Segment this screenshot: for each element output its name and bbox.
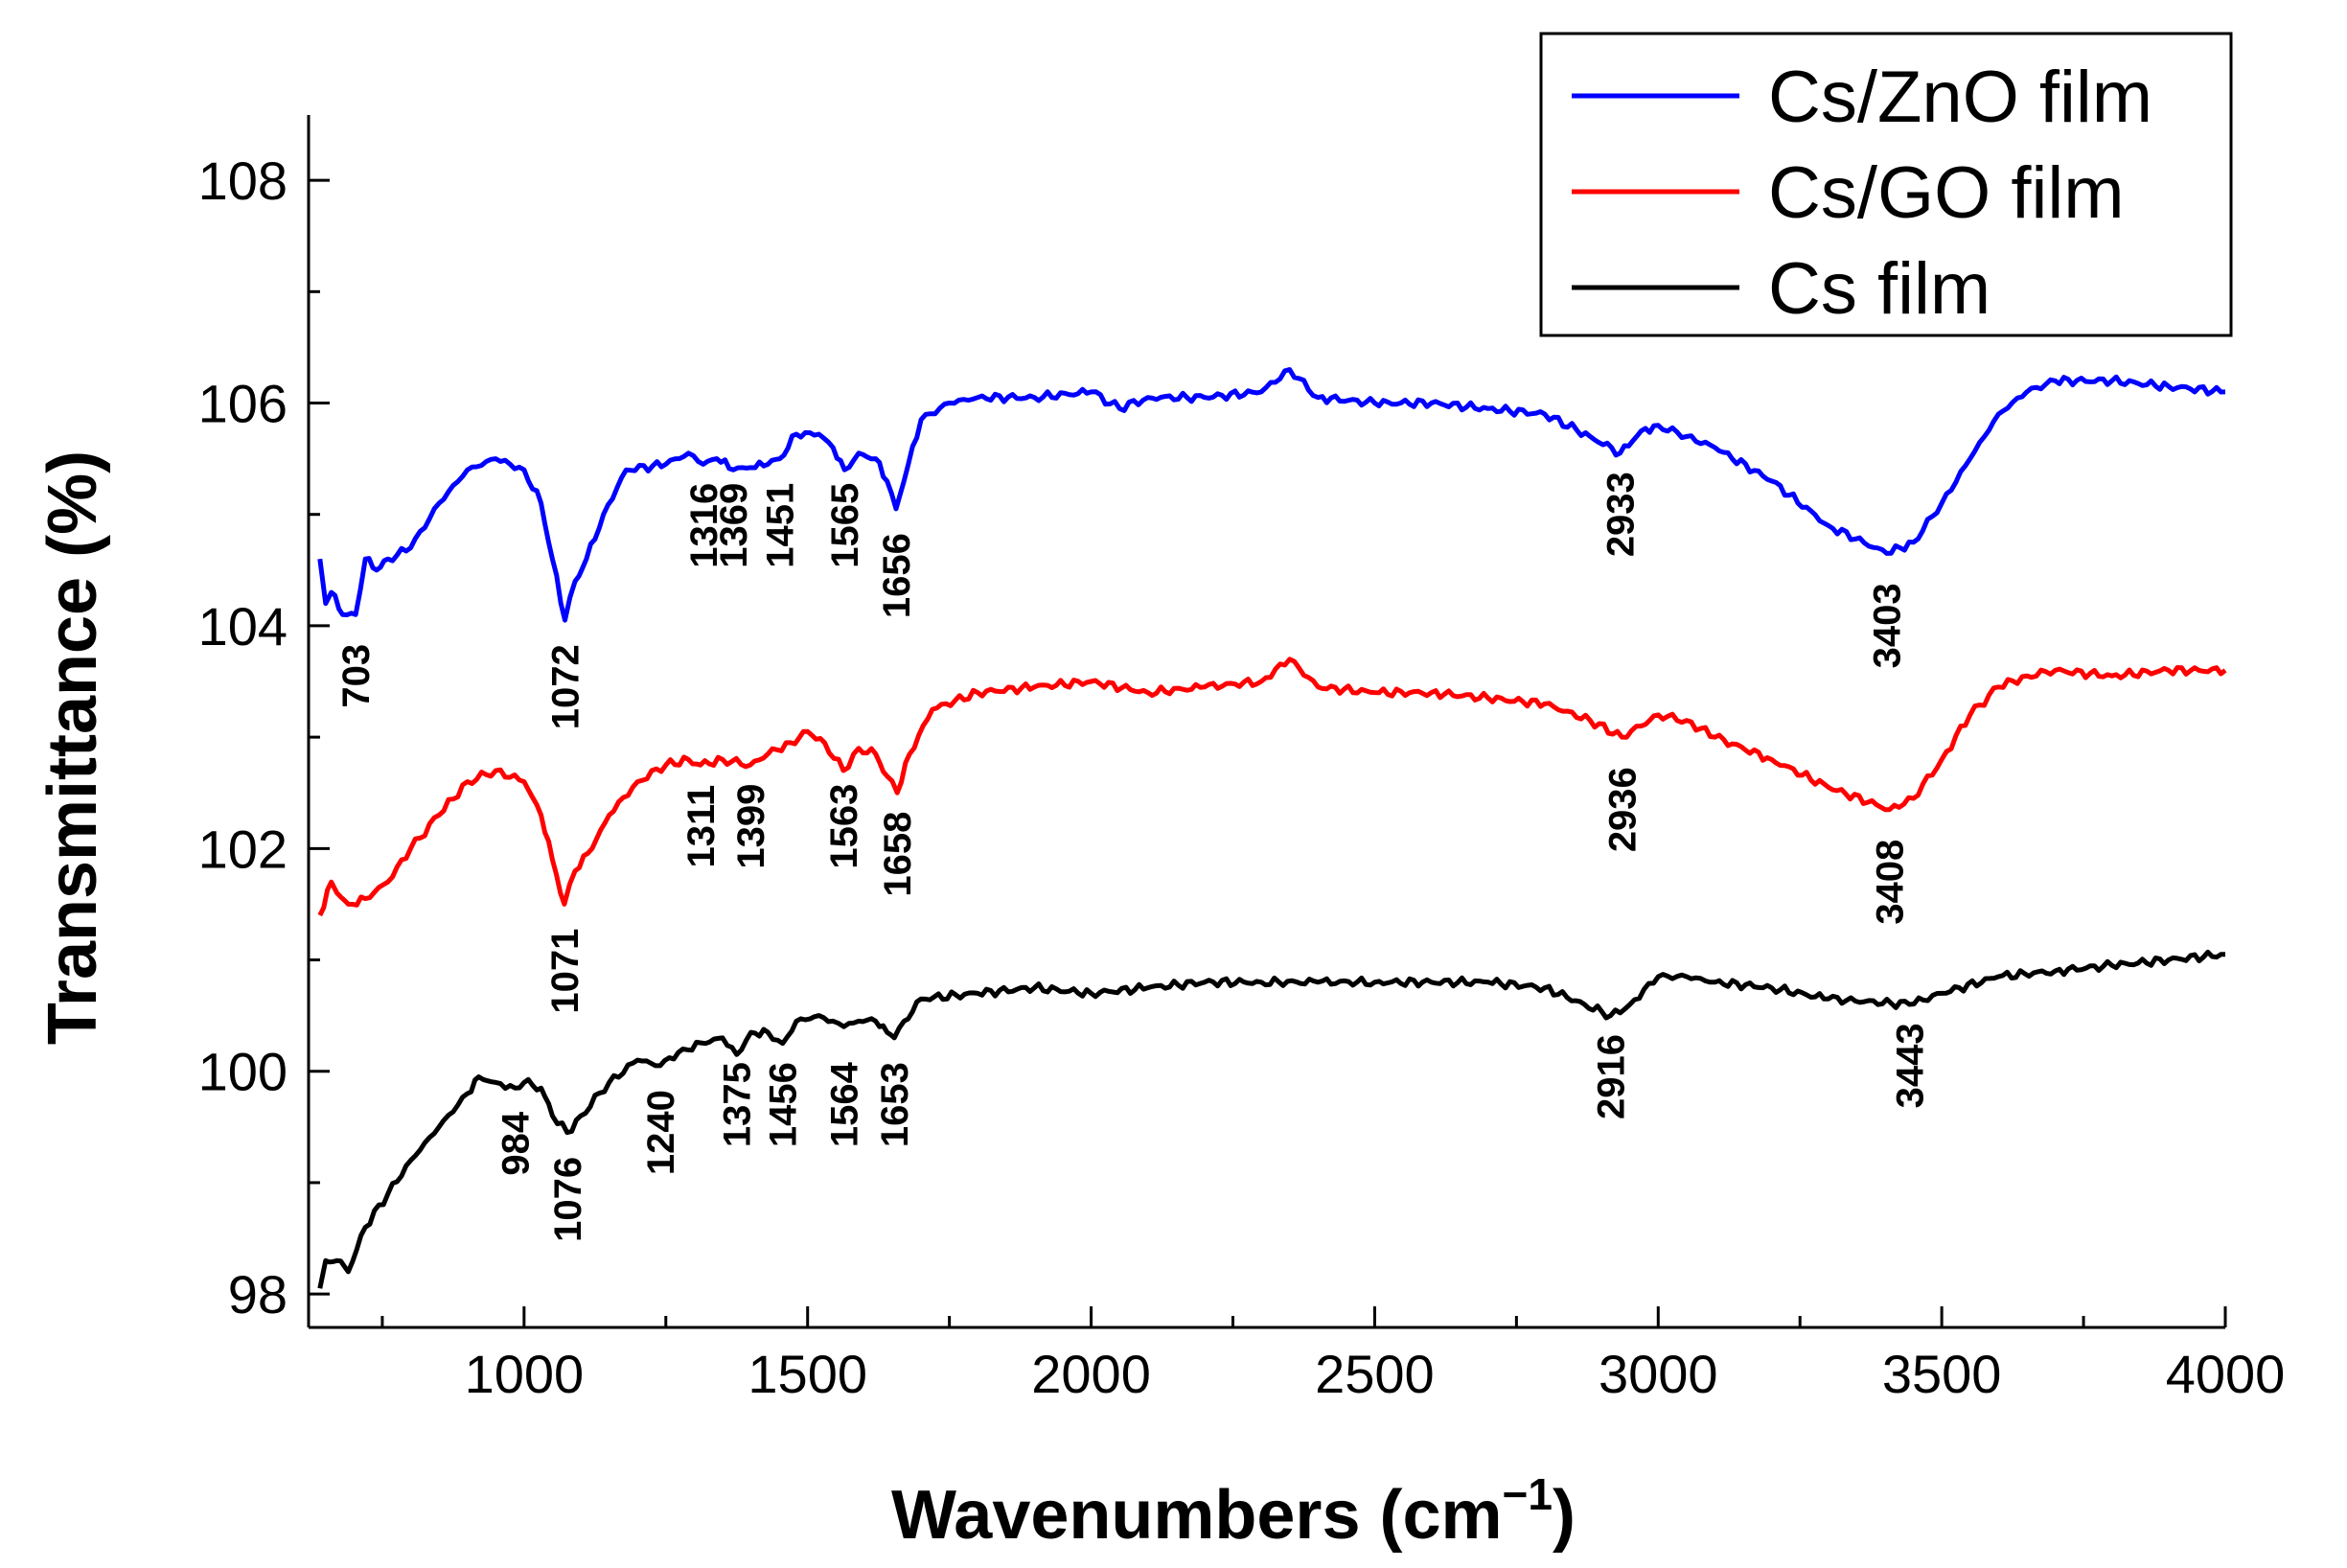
- peak-label: 1565: [824, 483, 866, 568]
- peak-label: 1456: [763, 1062, 805, 1147]
- peak-label: 1071: [544, 929, 587, 1014]
- x-axis-title-main: Wavenumbers (cm: [891, 1477, 1503, 1554]
- legend-label: Cs film: [1768, 248, 1990, 330]
- peak-label: 3408: [1870, 840, 1912, 925]
- series-line-2: [317, 657, 2227, 917]
- series-line-1: [317, 367, 2226, 623]
- series-line-3: [317, 949, 2226, 1289]
- y-tick-label: 106: [198, 374, 288, 434]
- peak-label: 1658: [877, 812, 919, 897]
- peak-label: 984: [495, 1111, 537, 1175]
- x-tick-label: 1000: [465, 1344, 585, 1404]
- y-tick-label: 98: [228, 1264, 288, 1325]
- peak-label: 1240: [640, 1090, 682, 1175]
- y-tick-label: 100: [198, 1042, 288, 1102]
- axes: 98 100 102 104 106 108 1000 1500 2000 2500 3000 350…: [198, 115, 2286, 1404]
- series-layer: [317, 367, 2227, 1289]
- peak-label: 1656: [876, 533, 918, 618]
- peak-label: 3403: [1867, 583, 1909, 668]
- x-tick-label: 2000: [1031, 1344, 1151, 1404]
- peak-label: 1076: [547, 1157, 589, 1242]
- x-axis-title-superscript: −1: [1503, 1469, 1553, 1519]
- legend-label: Cs/ZnO film: [1768, 57, 2152, 138]
- x-tick-label: 3500: [1882, 1344, 2002, 1404]
- x-tick-label: 2500: [1315, 1344, 1435, 1404]
- x-axis-title: Wavenumbers (cm−1): [891, 1469, 1576, 1554]
- peak-label: 2936: [1601, 767, 1644, 852]
- x-tick-label: 1500: [748, 1344, 867, 1404]
- peak-label: 1451: [760, 483, 802, 568]
- x-axis-title-end: ): [1553, 1477, 1576, 1554]
- y-axis-title: Transmittance (%): [35, 450, 111, 1045]
- peak-label: 1369: [713, 483, 755, 568]
- peak-label: 1311: [680, 785, 723, 868]
- peak-label: 1399: [730, 784, 772, 869]
- legend: Cs/ZnO film Cs/GO film Cs film: [1539, 32, 2233, 337]
- y-tick-label: 104: [198, 596, 288, 657]
- peak-label: 2933: [1600, 472, 1643, 557]
- y-tick-label: 108: [198, 150, 288, 211]
- peak-label: 1563: [823, 784, 865, 869]
- peak-label: 1316: [683, 483, 725, 568]
- peak-label: 3443: [1889, 1023, 1931, 1108]
- peak-label: 703: [335, 644, 378, 708]
- legend-label: Cs/GO film: [1768, 152, 2125, 234]
- peak-label: 1564: [824, 1061, 866, 1147]
- x-tick-label: 4000: [2166, 1344, 2286, 1404]
- y-tick-label: 102: [198, 819, 288, 879]
- peak-label: 1375: [717, 1062, 759, 1147]
- peak-label: 1653: [874, 1062, 916, 1147]
- x-tick-label: 3000: [1599, 1344, 1718, 1404]
- peak-label: 1072: [545, 644, 587, 729]
- peak-label: 2916: [1591, 1034, 1633, 1119]
